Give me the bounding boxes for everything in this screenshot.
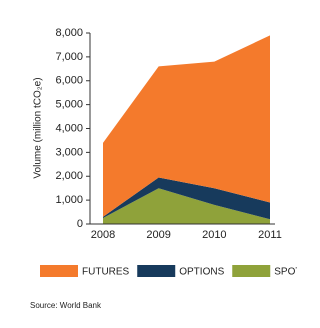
chart: Volume (million tCO₂e) Source: World Ban… — [30, 27, 297, 310]
y-tick-label: 3,000 — [55, 146, 83, 158]
y-tick-label: 0 — [77, 218, 83, 230]
legend-swatch — [40, 265, 78, 277]
area — [103, 188, 270, 224]
y-axis-label: Volume (million tCO₂e) — [33, 77, 44, 178]
legend-label: OPTIONS — [179, 267, 224, 278]
x-tick-label: 2009 — [146, 229, 170, 241]
y-tick-label: 2,000 — [55, 170, 83, 182]
legend-swatch — [232, 265, 271, 277]
y-tick-label: 6,000 — [55, 75, 83, 87]
y-tick-label: 1,000 — [55, 194, 83, 206]
x-tick-label: 2008 — [91, 229, 115, 241]
y-tick-label: 8,000 — [55, 27, 83, 39]
y-tick-label: 5,000 — [55, 99, 83, 111]
y-tick-label: 4,000 — [55, 122, 83, 134]
legend-swatch — [137, 265, 176, 277]
area — [103, 177, 270, 220]
area — [103, 35, 270, 217]
legend-label: SPOT — [274, 267, 297, 278]
x-tick-label: 2011 — [258, 229, 282, 241]
x-tick-label: 2010 — [202, 229, 226, 241]
legend-label: FUTURES — [82, 267, 130, 278]
source: Source: World Bank — [30, 301, 102, 310]
y-tick-label: 7,000 — [55, 51, 83, 63]
